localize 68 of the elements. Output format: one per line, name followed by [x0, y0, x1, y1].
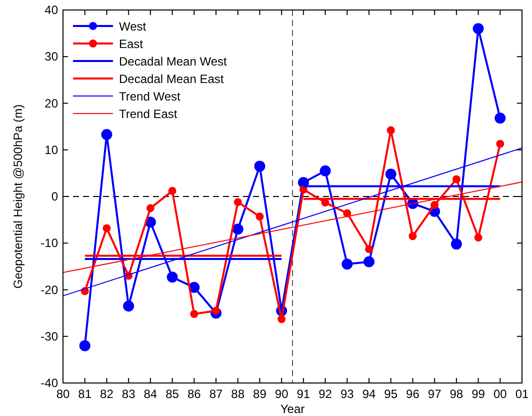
- x-tick-label: 96: [406, 387, 420, 401]
- x-tick-label: 91: [296, 387, 310, 401]
- point: [408, 232, 417, 240]
- x-tick-label: 82: [100, 387, 114, 401]
- point: [123, 300, 134, 312]
- x-tick-label: 95: [384, 387, 398, 401]
- x-tick-label: 89: [253, 387, 267, 401]
- x-tick-label: 90: [274, 387, 289, 401]
- x-tick-label: 99: [472, 387, 486, 401]
- point: [101, 128, 112, 140]
- y-axis-title: Geopotential Height @500hPa (m): [11, 104, 25, 289]
- x-tick-label: 84: [144, 387, 158, 401]
- point: [254, 160, 266, 172]
- legend-label: Trend West: [119, 90, 182, 104]
- point: [472, 23, 484, 34]
- point: [190, 310, 198, 318]
- x-tick-label: 81: [78, 387, 92, 401]
- legend-label: East: [119, 37, 144, 51]
- x-tick-label: 00: [493, 387, 508, 401]
- point: [256, 212, 264, 221]
- x-tick-label: 94: [362, 387, 376, 401]
- y-tick-label: 10: [44, 142, 58, 157]
- point: [365, 245, 373, 254]
- point: [342, 258, 353, 270]
- legend-label: West: [119, 20, 147, 34]
- y-tick-label: -30: [40, 329, 58, 344]
- point: [452, 175, 460, 184]
- point: [494, 112, 506, 124]
- point: [278, 315, 286, 324]
- x-tick-label: 98: [450, 387, 464, 401]
- point: [320, 165, 331, 176]
- x-tick-label: 93: [340, 387, 354, 401]
- point: [168, 186, 176, 195]
- y-tick-label: 30: [44, 50, 58, 64]
- y-tick-label: 0: [51, 190, 58, 204]
- legend-label: Trend East: [119, 107, 178, 121]
- point: [299, 186, 308, 194]
- x-tick-label: 88: [231, 387, 245, 401]
- point: [385, 168, 396, 180]
- x-tick-label: 87: [209, 387, 223, 401]
- legend-label: Decadal Mean West: [119, 54, 228, 68]
- point: [212, 306, 220, 315]
- legend-label: Decadal Mean East: [119, 72, 224, 86]
- y-tick-label: -10: [40, 236, 58, 250]
- y-tick-label: 20: [44, 96, 58, 110]
- point: [430, 200, 439, 209]
- point: [474, 234, 482, 242]
- point: [166, 272, 178, 283]
- point: [364, 256, 374, 268]
- point: [232, 224, 244, 235]
- point: [386, 126, 395, 134]
- x-tick-label: 80: [56, 387, 70, 401]
- point: [450, 238, 462, 250]
- y-tick-label: 40: [44, 3, 58, 17]
- y-tick-label: -40: [40, 376, 58, 390]
- x-tick-label: 01: [515, 387, 529, 401]
- x-tick-label: 92: [318, 387, 332, 401]
- x-tick-label: 97: [428, 387, 442, 401]
- point: [79, 340, 90, 352]
- y-tick-label: -20: [40, 282, 58, 297]
- x-tick-label: 83: [122, 387, 136, 401]
- point: [102, 224, 111, 232]
- x-axis-title: Year: [280, 402, 305, 416]
- x-tick-label: 85: [166, 387, 180, 401]
- point: [496, 140, 504, 148]
- point: [234, 198, 242, 206]
- x-tick-label: 86: [187, 387, 202, 401]
- point: [146, 204, 154, 212]
